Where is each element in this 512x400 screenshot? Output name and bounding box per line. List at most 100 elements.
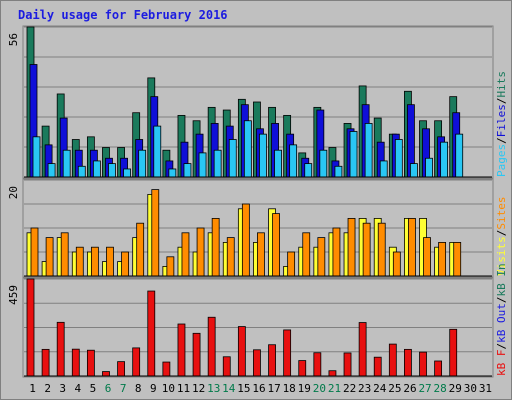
bar-kb-f-day-16 <box>253 349 261 377</box>
bar-pages-day-4 <box>77 165 86 178</box>
bar-kb-f-day-27 <box>419 351 427 377</box>
bar-kb-f-day-18 <box>283 329 292 377</box>
x-tick-label-day-1: 1 <box>29 382 36 395</box>
x-tick-label-day-22: 22 <box>343 382 356 395</box>
bar-sites-day-23 <box>362 222 371 277</box>
x-tick-label-day-3: 3 <box>59 382 66 395</box>
bar-sites-day-2 <box>45 237 54 277</box>
x-tick-label-day-29: 29 <box>449 382 462 395</box>
bar-sites-day-12 <box>196 227 205 277</box>
bar-sites-day-18 <box>287 251 296 277</box>
bar-kb-f-day-24 <box>373 356 382 377</box>
bar-pages-day-29 <box>455 133 464 178</box>
bar-sites-day-1 <box>30 227 39 277</box>
x-tick-label-day-12: 12 <box>192 382 205 395</box>
y-max-label: 20 <box>7 186 20 199</box>
bar-sites-day-11 <box>181 232 190 277</box>
bar-pages-day-12 <box>198 152 207 178</box>
bar-kb-f-day-19 <box>298 360 307 377</box>
bar-kb-f-day-17 <box>268 344 276 377</box>
bar-sites-day-13 <box>211 217 220 277</box>
bar-sites-day-29 <box>453 241 462 277</box>
right-axis-label: kB F/kB Out/kB In <box>495 263 508 376</box>
bar-sites-day-6 <box>106 246 114 277</box>
x-tick-label-day-25: 25 <box>388 382 401 395</box>
bar-kb-f-day-2 <box>41 348 50 377</box>
y-max-label: 459 <box>7 285 20 305</box>
bar-kb-f-day-26 <box>404 348 412 377</box>
bar-pages-day-5 <box>92 160 101 178</box>
right-axis-label-part: / <box>495 98 508 105</box>
right-axis-label-part: kB Out <box>495 303 508 343</box>
bar-sites-day-10 <box>166 256 175 277</box>
bar-pages-day-21 <box>334 165 343 178</box>
panel-border <box>22 277 494 378</box>
x-tick-label-day-14: 14 <box>222 382 236 395</box>
right-axis-label-part: Files <box>495 104 508 137</box>
bar-kb-f-day-4 <box>71 348 80 377</box>
bar-pages-day-20 <box>319 149 328 178</box>
bar-sites-day-24 <box>377 222 386 277</box>
x-tick-label-day-18: 18 <box>283 382 296 395</box>
x-tick-label-day-7: 7 <box>120 382 127 395</box>
bar-sites-day-26 <box>408 217 416 277</box>
right-axis-label-part: / <box>495 343 508 350</box>
bar-pages-day-6 <box>108 163 116 178</box>
bar-pages-day-13 <box>213 149 222 178</box>
bar-kb-f-day-13 <box>207 316 216 377</box>
right-axis-label-part: / <box>495 230 508 237</box>
bar-sites-day-27 <box>423 237 431 277</box>
x-tick-label-day-17: 17 <box>267 382 280 395</box>
bar-sites-day-9 <box>151 189 160 277</box>
bar-pages-day-2 <box>47 163 56 178</box>
bar-pages-day-7 <box>123 168 131 178</box>
x-tick-label-day-13: 13 <box>207 382 220 395</box>
y-max-label: 56 <box>7 33 20 46</box>
bar-sites-day-16 <box>257 232 265 277</box>
x-tick-label-day-23: 23 <box>358 382 371 395</box>
bar-pages-day-22 <box>349 131 358 178</box>
bar-kb-f-day-10 <box>162 361 171 377</box>
chart-title: Daily usage for February 2016 <box>18 8 228 22</box>
bar-kb-f-day-28 <box>434 360 443 377</box>
right-axis-label-part: kB F <box>495 350 508 377</box>
bar-kb-f-day-1 <box>26 278 35 377</box>
bar-kb-f-day-7 <box>117 361 125 377</box>
x-tick-label-day-6: 6 <box>105 382 112 395</box>
bar-sites-day-7 <box>121 251 129 277</box>
bar-kb-f-day-12 <box>192 332 201 377</box>
bar-sites-day-14 <box>226 237 235 277</box>
bar-sites-day-5 <box>90 246 99 277</box>
bar-pages-day-1 <box>32 136 41 178</box>
bar-pages-day-24 <box>379 160 388 178</box>
right-axis-label-part: kB In <box>495 263 508 296</box>
bar-pages-day-19 <box>304 163 313 178</box>
bar-sites-day-17 <box>272 213 280 277</box>
bar-pages-day-28 <box>440 141 449 178</box>
bar-pages-day-8 <box>138 149 147 178</box>
bar-kb-f-day-25 <box>388 343 397 377</box>
x-tick-label-day-8: 8 <box>135 382 142 395</box>
x-tick-label-day-5: 5 <box>90 382 97 395</box>
bar-pages-day-9 <box>153 125 162 178</box>
bar-kb-f-day-11 <box>177 323 186 377</box>
bar-sites-day-25 <box>392 251 401 277</box>
bar-pages-day-25 <box>394 139 403 178</box>
bar-pages-day-15 <box>243 120 252 178</box>
x-tick-label-day-9: 9 <box>150 382 157 395</box>
bar-sites-day-28 <box>438 241 447 277</box>
bar-pages-day-17 <box>274 149 282 178</box>
panel-border <box>22 178 494 278</box>
x-tick-label-day-4: 4 <box>75 382 82 395</box>
x-tick-label-day-28: 28 <box>434 382 447 395</box>
bar-kb-f-day-20 <box>313 352 322 377</box>
x-tick-label-day-11: 11 <box>177 382 190 395</box>
bar-kb-f-day-14 <box>222 356 231 377</box>
right-axis-label-part: / <box>495 297 508 304</box>
bar-pages-day-26 <box>410 163 418 178</box>
x-tick-label-day-20: 20 <box>313 382 326 395</box>
bar-kb-f-day-29 <box>449 328 458 377</box>
bar-pages-day-10 <box>168 168 177 178</box>
